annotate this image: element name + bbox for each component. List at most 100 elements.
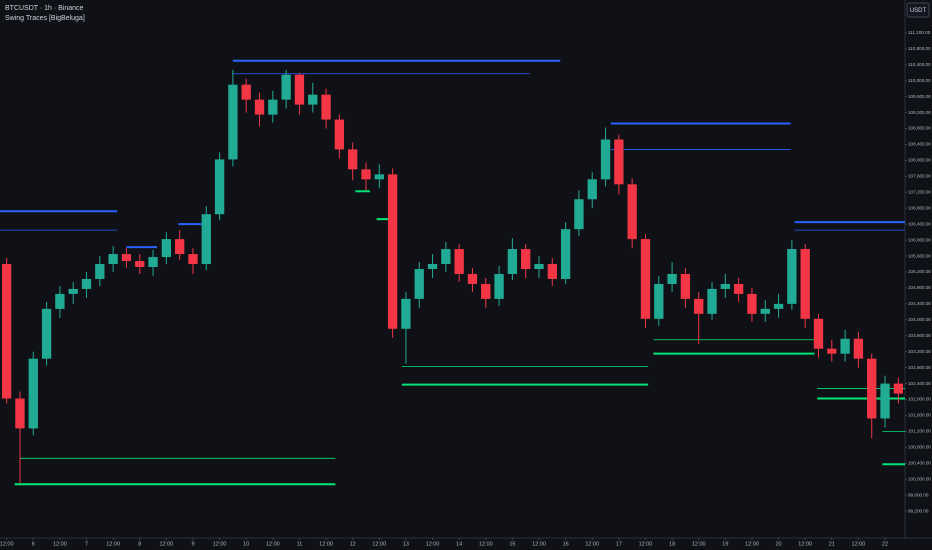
candle-body — [773, 303, 784, 309]
x-tick-label: 8 — [138, 541, 141, 547]
candle-body — [427, 264, 438, 269]
y-tick-label: 102,000.00 — [908, 397, 931, 402]
candle-body — [627, 184, 637, 240]
candle-body — [534, 264, 544, 269]
x-tick-label: 7 — [85, 541, 88, 547]
y-tick-label: 109,200.00 — [908, 110, 931, 115]
y-tick-label: 106,000.00 — [908, 237, 931, 242]
candle-body — [308, 94, 318, 105]
candle-body — [55, 293, 65, 309]
x-tick-label: 12:00 — [0, 541, 14, 547]
candle-body — [481, 283, 491, 299]
x-tick-label: 12:00 — [372, 541, 386, 547]
candle-body — [387, 174, 398, 329]
y-tick-label: 99,200.00 — [908, 508, 929, 513]
candle-body — [760, 308, 770, 314]
y-tick-label: 103,600.00 — [908, 333, 931, 338]
y-tick-label: 106,800.00 — [908, 205, 931, 210]
x-tick-label: 22 — [882, 541, 888, 547]
candle-body — [840, 338, 850, 354]
y-tick-label: 108,400.00 — [908, 142, 931, 147]
candle-body — [747, 293, 757, 314]
candle-body — [374, 174, 384, 180]
candle-body — [813, 318, 824, 349]
y-tick-label: 102,800.00 — [908, 365, 931, 370]
y-tick-label: 110,400.00 — [908, 62, 931, 67]
x-tick-label: 17 — [616, 541, 622, 547]
x-tick-label: 14 — [456, 541, 462, 547]
x-tick-label: 12:00 — [692, 541, 706, 547]
chart-title: BTCUSDT · 1h · Binance — [5, 5, 84, 12]
x-tick-label: 19 — [722, 541, 728, 547]
candle-body — [241, 84, 251, 100]
candle-body — [348, 149, 358, 170]
candle-body — [201, 214, 211, 265]
candle-body — [733, 283, 744, 294]
y-tick-label: 100,000.00 — [908, 476, 931, 481]
y-tick-label: 101,600.00 — [908, 413, 931, 418]
candle-body — [268, 99, 278, 115]
y-tick-label: 105,200.00 — [908, 269, 931, 274]
candle-body — [148, 257, 158, 268]
x-tick-label: 16 — [563, 541, 569, 547]
candle-body — [361, 169, 371, 180]
y-tick-label: 110,000.00 — [908, 78, 931, 83]
candle-body — [108, 254, 118, 265]
candle-body — [81, 278, 92, 289]
candle-body — [787, 249, 797, 304]
candle-body — [853, 338, 864, 359]
x-tick-label: 12:00 — [426, 541, 440, 547]
currency-label[interactable]: USDT — [910, 8, 927, 14]
x-tick-label: 12:00 — [745, 541, 759, 547]
candle-body — [574, 199, 584, 230]
x-tick-label: 12:00 — [213, 541, 227, 547]
candle-body — [880, 383, 890, 419]
candle-body — [614, 139, 624, 185]
x-tick-label: 12 — [350, 541, 356, 547]
candle-body — [28, 358, 38, 429]
y-tick-label: 100,400.00 — [908, 460, 931, 465]
candle-body — [1, 264, 12, 399]
y-tick-label: 104,800.00 — [908, 285, 931, 290]
candle-body — [707, 288, 717, 314]
candle-body — [294, 74, 305, 105]
y-tick-label: 102,400.00 — [908, 381, 931, 386]
x-tick-label: 12:00 — [852, 541, 866, 547]
x-tick-label: 12:00 — [479, 541, 493, 547]
candle-body — [401, 298, 411, 329]
candle-body — [654, 283, 664, 319]
y-tick-label: 108,800.00 — [908, 126, 931, 131]
x-tick-label: 12:00 — [159, 541, 173, 547]
candle-body — [867, 358, 877, 419]
candle-body — [175, 239, 185, 255]
x-tick-label: 10 — [243, 541, 249, 547]
y-tick-label: 104,400.00 — [908, 301, 931, 306]
candle-body — [667, 273, 677, 284]
candle-body — [95, 264, 105, 279]
candle-body — [214, 159, 225, 215]
y-tick-label: 101,200.00 — [908, 429, 931, 434]
candle-body — [334, 119, 345, 150]
candle-body — [680, 273, 691, 299]
candle-body — [600, 139, 611, 180]
x-tick-label: 12:00 — [266, 541, 280, 547]
candle-body — [694, 298, 704, 314]
y-tick-label: 107,600.00 — [908, 174, 931, 179]
x-tick-label: 12:00 — [53, 541, 67, 547]
candle-body — [121, 254, 132, 262]
x-tick-label: 6 — [32, 541, 35, 547]
candle-body — [800, 249, 810, 319]
x-tick-label: 9 — [191, 541, 194, 547]
y-tick-label: 111,200.00 — [908, 30, 931, 35]
candle-body — [161, 239, 172, 258]
y-tick-label: 106,400.00 — [908, 221, 931, 226]
currency-button[interactable] — [906, 2, 930, 18]
candle-body — [720, 283, 730, 289]
candle-body — [281, 74, 291, 100]
x-tick-label: 12:00 — [319, 541, 333, 547]
candle-body — [893, 383, 904, 394]
candle-body — [188, 254, 198, 265]
x-tick-label: 12:00 — [798, 541, 812, 547]
